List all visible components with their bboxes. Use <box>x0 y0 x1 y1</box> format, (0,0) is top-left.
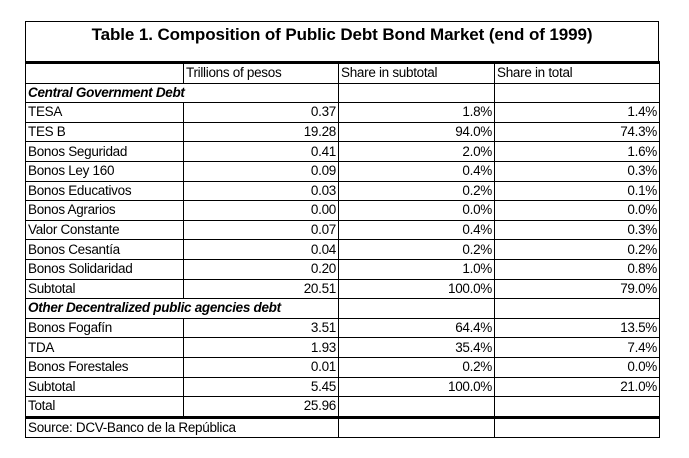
row-label: Bonos Ley 160 <box>25 160 184 182</box>
row-label: Bonos Agrarios <box>25 200 184 221</box>
section-heading: Central Government Debt <box>25 82 339 104</box>
column-header: Trillions of pesos <box>183 61 339 84</box>
table-row: Bonos Fogafín 3.51 64.4% 13.5% <box>25 317 660 339</box>
trillions-of-pesos-cell: 0.09 <box>183 160 339 182</box>
share-in-total-cell: 21.0% <box>494 376 660 398</box>
row-label: Bonos Seguridad <box>25 141 184 162</box>
trillions-of-pesos-cell: 0.04 <box>183 239 339 260</box>
table-row: Valor Constante 0.07 0.4% 0.3% <box>25 219 660 241</box>
subtotal-row: Subtotal 20.51 100.0% 79.0% <box>25 278 660 300</box>
source-row: Source: DCV-Banco de la República <box>25 415 660 439</box>
table-row: TES B 19.28 94.0% 74.3% <box>25 121 660 143</box>
empty-cell <box>494 82 660 104</box>
share-in-total-cell: 0.3% <box>494 219 660 241</box>
trillions-of-pesos-cell: 1.93 <box>183 337 339 358</box>
column-header: Share in total <box>494 61 660 84</box>
share-in-subtotal-cell: 0.0% <box>338 200 495 221</box>
share-in-subtotal-cell: 1.0% <box>338 258 495 280</box>
table-row: Bonos Ley 160 0.09 0.4% 0.3% <box>25 160 660 182</box>
table-title: Table 1. Composition of Public Debt Bond… <box>91 25 593 44</box>
trillions-of-pesos-cell: 0.00 <box>183 200 339 221</box>
section-heading-row: Central Government Debt <box>25 82 660 104</box>
share-in-total-cell: 0.1% <box>494 180 660 202</box>
table-row: Bonos Forestales 0.01 0.2% 0.0% <box>25 356 660 378</box>
share-in-subtotal-cell: 0.2% <box>338 239 495 260</box>
trillions-of-pesos-cell: 5.45 <box>183 376 339 398</box>
share-in-total-cell: 1.4% <box>494 102 660 123</box>
table-row: Bonos Agrarios 0.00 0.0% 0.0% <box>25 200 660 221</box>
trillions-of-pesos-cell: 0.03 <box>183 180 339 202</box>
share-in-subtotal-cell: 0.4% <box>338 219 495 241</box>
share-in-subtotal-cell: 35.4% <box>338 337 495 358</box>
subtotal-row: Subtotal 5.45 100.0% 21.0% <box>25 376 660 398</box>
trillions-of-pesos-cell: 0.01 <box>183 356 339 378</box>
row-label: TESA <box>25 102 184 123</box>
row-label: Bonos Fogafín <box>25 317 184 339</box>
empty-cell <box>494 396 660 418</box>
table-row: Bonos Cesantía 0.04 0.2% 0.2% <box>25 239 660 260</box>
table-row: Bonos Educativos 0.03 0.2% 0.1% <box>25 180 660 202</box>
trillions-of-pesos-cell: 20.51 <box>183 278 339 300</box>
section-heading: Other Decentralized public agencies debt <box>25 298 339 319</box>
share-in-total-cell: 0.0% <box>494 200 660 221</box>
row-label: Bonos Cesantía <box>25 239 184 260</box>
empty-cell <box>338 82 495 104</box>
share-in-subtotal-cell: 2.0% <box>338 141 495 162</box>
row-label: Subtotal <box>25 278 184 300</box>
share-in-subtotal-cell: 0.2% <box>338 180 495 202</box>
trillions-of-pesos-cell: 0.37 <box>183 102 339 123</box>
empty-cell <box>338 396 495 418</box>
trillions-of-pesos-cell: 0.20 <box>183 258 339 280</box>
total-row: Total 25.96 <box>25 396 660 418</box>
empty-cell <box>494 298 660 319</box>
row-label: TES B <box>25 121 184 143</box>
empty-cell <box>338 415 495 439</box>
trillions-of-pesos-cell: 0.07 <box>183 219 339 241</box>
share-in-total-cell: 13.5% <box>494 317 660 339</box>
table-row: Bonos Solidaridad 0.20 1.0% 0.8% <box>25 258 660 280</box>
share-in-total-cell: 0.2% <box>494 239 660 260</box>
row-label: Total <box>25 396 184 418</box>
source-note: Source: DCV-Banco de la República <box>25 415 339 439</box>
share-in-total-cell: 0.3% <box>494 160 660 182</box>
row-label: TDA <box>25 337 184 358</box>
header-row: Trillions of pesos Share in subtotal Sha… <box>25 61 660 84</box>
share-in-subtotal-cell: 1.8% <box>338 102 495 123</box>
share-in-total-cell: 1.6% <box>494 141 660 162</box>
share-in-total-cell: 79.0% <box>494 278 660 300</box>
table-title-box: Table 1. Composition of Public Debt Bond… <box>25 21 659 62</box>
column-header <box>25 61 184 84</box>
trillions-of-pesos-cell: 19.28 <box>183 121 339 143</box>
share-in-subtotal-cell: 94.0% <box>338 121 495 143</box>
share-in-subtotal-cell: 100.0% <box>338 376 495 398</box>
share-in-total-cell: 74.3% <box>494 121 660 143</box>
share-in-subtotal-cell: 0.4% <box>338 160 495 182</box>
table-row: TDA 1.93 35.4% 7.4% <box>25 337 660 358</box>
table-row: Bonos Seguridad 0.41 2.0% 1.6% <box>25 141 660 162</box>
row-label: Subtotal <box>25 376 184 398</box>
empty-cell <box>338 298 495 319</box>
share-in-subtotal-cell: 64.4% <box>338 317 495 339</box>
trillions-of-pesos-cell: 25.96 <box>183 396 339 418</box>
row-label: Bonos Forestales <box>25 356 184 378</box>
trillions-of-pesos-cell: 0.41 <box>183 141 339 162</box>
share-in-subtotal-cell: 100.0% <box>338 278 495 300</box>
debt-composition-table: Trillions of pesos Share in subtotal Sha… <box>25 61 660 439</box>
column-header: Share in subtotal <box>338 61 495 84</box>
row-label: Bonos Educativos <box>25 180 184 202</box>
trillions-of-pesos-cell: 3.51 <box>183 317 339 339</box>
share-in-total-cell: 0.8% <box>494 258 660 280</box>
table-row: TESA 0.37 1.8% 1.4% <box>25 102 660 123</box>
section-heading-row: Other Decentralized public agencies debt <box>25 298 660 319</box>
row-label: Bonos Solidaridad <box>25 258 184 280</box>
empty-cell <box>494 415 660 439</box>
share-in-total-cell: 7.4% <box>494 337 660 358</box>
share-in-subtotal-cell: 0.2% <box>338 356 495 378</box>
share-in-total-cell: 0.0% <box>494 356 660 378</box>
row-label: Valor Constante <box>25 219 184 241</box>
